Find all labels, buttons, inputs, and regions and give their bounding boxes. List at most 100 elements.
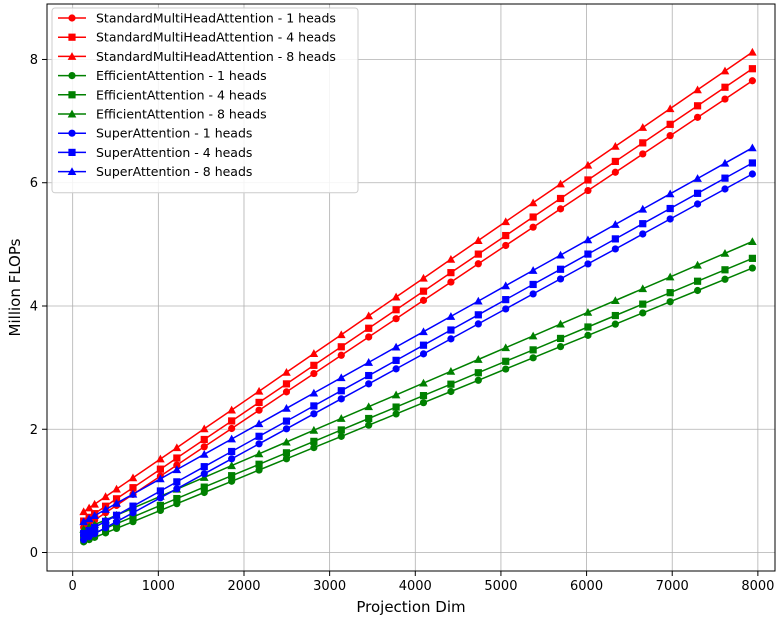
data-point: [156, 501, 164, 510]
data-point: [447, 269, 455, 277]
data-point: [529, 290, 537, 298]
data-point: [748, 254, 756, 262]
data-point: [447, 278, 455, 286]
data-point: [528, 331, 538, 340]
data-point: [638, 284, 648, 293]
data-point: [693, 174, 702, 182]
legend-item: EfficientAttention - 1 heads: [58, 68, 267, 83]
data-point: [337, 426, 345, 434]
data-point: [227, 461, 236, 470]
data-point: [337, 387, 345, 395]
data-point: [101, 517, 110, 525]
data-point: [79, 517, 88, 526]
data-point: [693, 260, 702, 269]
legend-label: SuperAttention - 1 heads: [96, 126, 252, 141]
data-point: [639, 150, 647, 158]
data-point: [156, 487, 164, 495]
legend: StandardMultiHeadAttention - 1 heads Stan…: [51, 7, 359, 194]
y-tick-label: 6: [30, 176, 38, 191]
data-point: [173, 461, 181, 469]
legend-item: SuperAttention - 4 heads: [58, 145, 252, 160]
series-3: [79, 47, 757, 516]
y-axis-label: Million FLOPs: [6, 238, 24, 336]
data-point: [392, 403, 400, 411]
data-point: [721, 83, 729, 91]
data-point: [583, 160, 593, 169]
legend-item: EfficientAttention - 4 heads: [58, 87, 267, 102]
data-point: [200, 443, 208, 451]
data-point: [255, 460, 263, 468]
grid: [47, 4, 775, 571]
data-point: [528, 198, 538, 207]
data-point: [419, 350, 428, 358]
legend-marker: [68, 129, 76, 137]
data-point: [172, 465, 182, 474]
data-point: [447, 335, 455, 343]
legend-item: SuperAttention - 1 heads: [58, 126, 252, 141]
y-tick-label: 4: [30, 299, 38, 314]
x-tick-label: 7000: [656, 579, 689, 594]
data-point: [282, 417, 291, 425]
data-point: [721, 174, 729, 182]
data-point: [529, 213, 537, 221]
data-point: [693, 277, 702, 285]
data-point: [748, 143, 757, 152]
x-tick-label: 4000: [399, 579, 432, 594]
data-point: [556, 179, 565, 188]
data-point: [665, 272, 675, 281]
data-point: [611, 311, 619, 320]
data-point: [638, 123, 648, 131]
data-point: [85, 533, 93, 541]
data-point: [128, 473, 138, 482]
data-point: [365, 324, 373, 332]
legend-item: StandardMultiHeadAttention - 8 heads: [58, 49, 336, 64]
legend-label: StandardMultiHeadAttention - 8 heads: [96, 49, 336, 64]
data-point: [693, 200, 702, 208]
data-point: [474, 311, 482, 319]
data-point: [446, 254, 456, 263]
legend-label: EfficientAttention - 4 heads: [96, 87, 267, 102]
series-layer: [79, 47, 757, 546]
data-point: [501, 281, 511, 290]
data-point: [721, 266, 729, 274]
legend-label: StandardMultiHeadAttention - 4 heads: [96, 30, 336, 45]
data-point: [419, 378, 428, 387]
data-point: [666, 132, 674, 140]
data-point: [173, 478, 181, 486]
data-point: [129, 502, 137, 510]
data-point: [228, 424, 236, 433]
data-point: [474, 260, 482, 268]
data-point: [666, 204, 674, 213]
data-point: [282, 368, 291, 376]
y-tick-label: 2: [30, 423, 38, 438]
data-point: [419, 296, 428, 304]
data-point: [392, 315, 400, 323]
data-point: [474, 250, 482, 258]
data-point: [364, 311, 374, 320]
data-point: [112, 495, 121, 503]
data-point: [156, 465, 164, 473]
data-point: [584, 331, 592, 339]
legend-marker: [68, 148, 76, 156]
data-point: [255, 432, 263, 440]
legend-item: StandardMultiHeadAttention - 4 heads: [58, 30, 336, 45]
data-point: [336, 373, 346, 382]
data-point: [693, 189, 702, 197]
data-point: [129, 484, 137, 492]
data-point: [529, 223, 537, 231]
series-line: [83, 240, 753, 530]
data-point: [502, 305, 510, 313]
data-point: [584, 176, 592, 184]
y-tick-label: 8: [30, 53, 38, 68]
data-point: [200, 463, 208, 471]
data-point: [112, 484, 121, 493]
data-point: [748, 170, 756, 178]
data-point: [392, 410, 400, 418]
data-point: [337, 351, 345, 359]
data-point: [720, 249, 730, 257]
data-point: [583, 235, 593, 244]
x-tick-label: 6000: [570, 579, 603, 594]
data-point: [584, 250, 592, 258]
data-point: [199, 449, 209, 458]
data-point: [584, 323, 592, 331]
